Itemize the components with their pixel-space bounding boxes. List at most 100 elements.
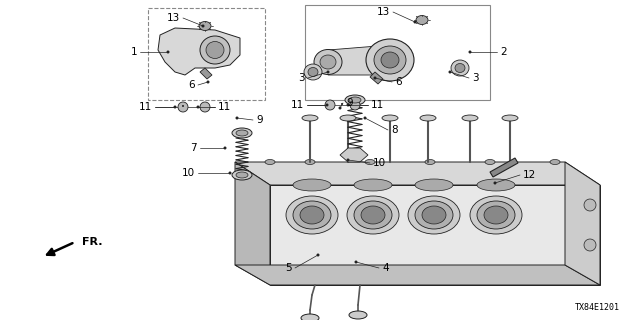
Polygon shape (235, 162, 270, 285)
Text: 5: 5 (285, 263, 292, 273)
Ellipse shape (265, 159, 275, 164)
Bar (305, 5, 490, 100)
Text: 11: 11 (291, 100, 304, 110)
Text: 12: 12 (523, 170, 536, 180)
Circle shape (339, 107, 342, 109)
Ellipse shape (550, 159, 560, 164)
Ellipse shape (320, 55, 336, 69)
Polygon shape (235, 162, 600, 185)
Polygon shape (200, 68, 212, 79)
Ellipse shape (301, 314, 319, 320)
Circle shape (202, 25, 205, 28)
Ellipse shape (366, 39, 414, 81)
Text: 11: 11 (218, 102, 231, 112)
Polygon shape (235, 265, 600, 285)
Text: 1: 1 (131, 47, 137, 57)
Text: 11: 11 (371, 100, 384, 110)
Text: •: • (181, 104, 185, 110)
Circle shape (236, 116, 239, 119)
Text: 3: 3 (298, 73, 305, 83)
Text: 2: 2 (500, 47, 507, 57)
Ellipse shape (340, 115, 356, 121)
Circle shape (326, 103, 328, 107)
Text: 13: 13 (167, 13, 180, 23)
Ellipse shape (236, 130, 248, 136)
Ellipse shape (584, 199, 596, 211)
Ellipse shape (382, 115, 398, 121)
Ellipse shape (300, 206, 324, 224)
Circle shape (173, 106, 177, 108)
Text: 10: 10 (373, 158, 386, 168)
Ellipse shape (416, 15, 428, 25)
Ellipse shape (347, 196, 399, 234)
Ellipse shape (200, 36, 230, 64)
Ellipse shape (422, 206, 446, 224)
Circle shape (325, 100, 335, 110)
Ellipse shape (374, 46, 406, 74)
Text: 7: 7 (190, 143, 197, 153)
Circle shape (355, 260, 358, 263)
Ellipse shape (361, 206, 385, 224)
Ellipse shape (232, 128, 252, 138)
Ellipse shape (420, 115, 436, 121)
Ellipse shape (477, 179, 515, 191)
Circle shape (449, 70, 451, 74)
Text: 3: 3 (472, 73, 479, 83)
Circle shape (493, 181, 497, 185)
Ellipse shape (293, 179, 331, 191)
Polygon shape (270, 185, 600, 285)
Ellipse shape (206, 42, 224, 59)
Ellipse shape (236, 172, 248, 178)
Circle shape (178, 102, 188, 112)
Ellipse shape (425, 159, 435, 164)
Text: 4: 4 (382, 263, 388, 273)
Ellipse shape (415, 201, 453, 229)
Polygon shape (340, 148, 368, 162)
Polygon shape (490, 158, 518, 177)
Circle shape (364, 116, 367, 119)
Ellipse shape (304, 64, 322, 80)
Polygon shape (328, 45, 410, 75)
Text: 11: 11 (139, 102, 152, 112)
Ellipse shape (408, 196, 460, 234)
Ellipse shape (354, 201, 392, 229)
Ellipse shape (381, 52, 399, 68)
Polygon shape (565, 162, 600, 285)
Ellipse shape (455, 63, 465, 73)
Ellipse shape (349, 97, 361, 103)
Ellipse shape (349, 311, 367, 319)
Text: 6: 6 (395, 77, 402, 87)
Ellipse shape (365, 159, 375, 164)
Circle shape (413, 20, 417, 23)
Text: TX84E1201: TX84E1201 (575, 303, 620, 312)
Ellipse shape (293, 201, 331, 229)
Circle shape (468, 51, 472, 53)
Circle shape (200, 102, 210, 112)
Circle shape (326, 70, 330, 74)
Circle shape (317, 253, 319, 257)
Ellipse shape (415, 179, 453, 191)
Ellipse shape (470, 196, 522, 234)
Circle shape (346, 158, 349, 162)
Text: FR.: FR. (82, 237, 102, 247)
Circle shape (223, 147, 227, 149)
Ellipse shape (484, 206, 508, 224)
Ellipse shape (584, 239, 596, 251)
Circle shape (228, 172, 232, 174)
Text: 13: 13 (377, 7, 390, 17)
Polygon shape (158, 28, 240, 75)
Ellipse shape (302, 115, 318, 121)
Polygon shape (370, 72, 383, 84)
Ellipse shape (314, 50, 342, 75)
Circle shape (207, 81, 209, 84)
Circle shape (374, 76, 376, 79)
Text: 9: 9 (256, 115, 262, 125)
Ellipse shape (451, 60, 469, 76)
Text: •: • (340, 102, 344, 108)
Bar (148, 8, 265, 100)
Ellipse shape (232, 170, 252, 180)
Ellipse shape (502, 115, 518, 121)
Ellipse shape (354, 179, 392, 191)
Ellipse shape (199, 21, 211, 30)
Ellipse shape (345, 95, 365, 105)
